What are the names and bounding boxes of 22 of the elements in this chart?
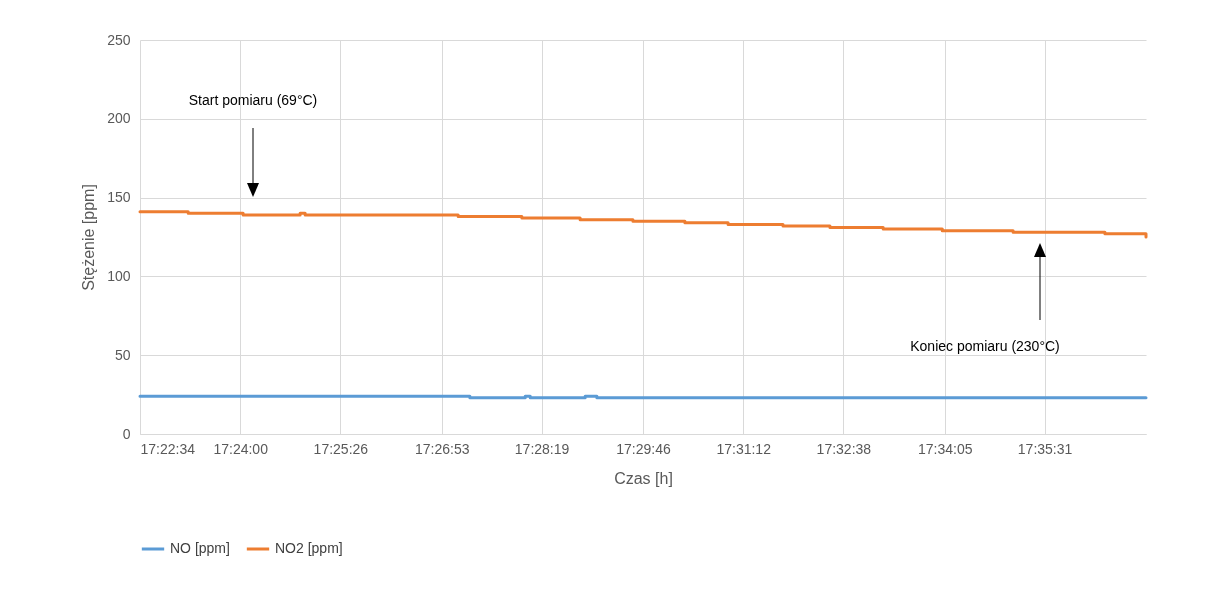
y-axis-title: Stężenie [ppm] — [80, 184, 98, 291]
x-tick-label: 17:34:05 — [918, 440, 973, 457]
y-tick-label: 200 — [107, 110, 131, 127]
x-tick-label: 17:29:46 — [616, 440, 671, 457]
y-tick-label: 100 — [107, 267, 131, 284]
x-axis-title: Czas [h] — [614, 469, 673, 487]
x-tick-label: 17:35:31 — [1017, 440, 1073, 457]
x-tick-label: 17:26:53 — [415, 440, 470, 457]
x-tick-label: 17:24:00 — [213, 440, 269, 457]
legend-label: NO2 [ppm] — [275, 540, 343, 556]
annotation: Koniec pomiaru (230°C) — [910, 338, 1060, 354]
y-tick-label: 50 — [114, 346, 131, 363]
x-tick-label: 17:22:34 — [140, 440, 196, 457]
y-tick-label: 150 — [107, 189, 131, 206]
y-tick-label: 250 — [107, 31, 131, 48]
legend-label: NO [ppm] — [170, 540, 230, 556]
x-tick-label: 17:28:19 — [514, 440, 570, 457]
annotation: Start pomiaru (69°C) — [188, 92, 318, 108]
x-tick-label: 17:31:12 — [716, 440, 772, 457]
x-tick-label: 17:32:38 — [816, 440, 872, 457]
x-tick-label: 17:25:26 — [313, 440, 369, 457]
y-tick-label: 0 — [122, 425, 131, 442]
